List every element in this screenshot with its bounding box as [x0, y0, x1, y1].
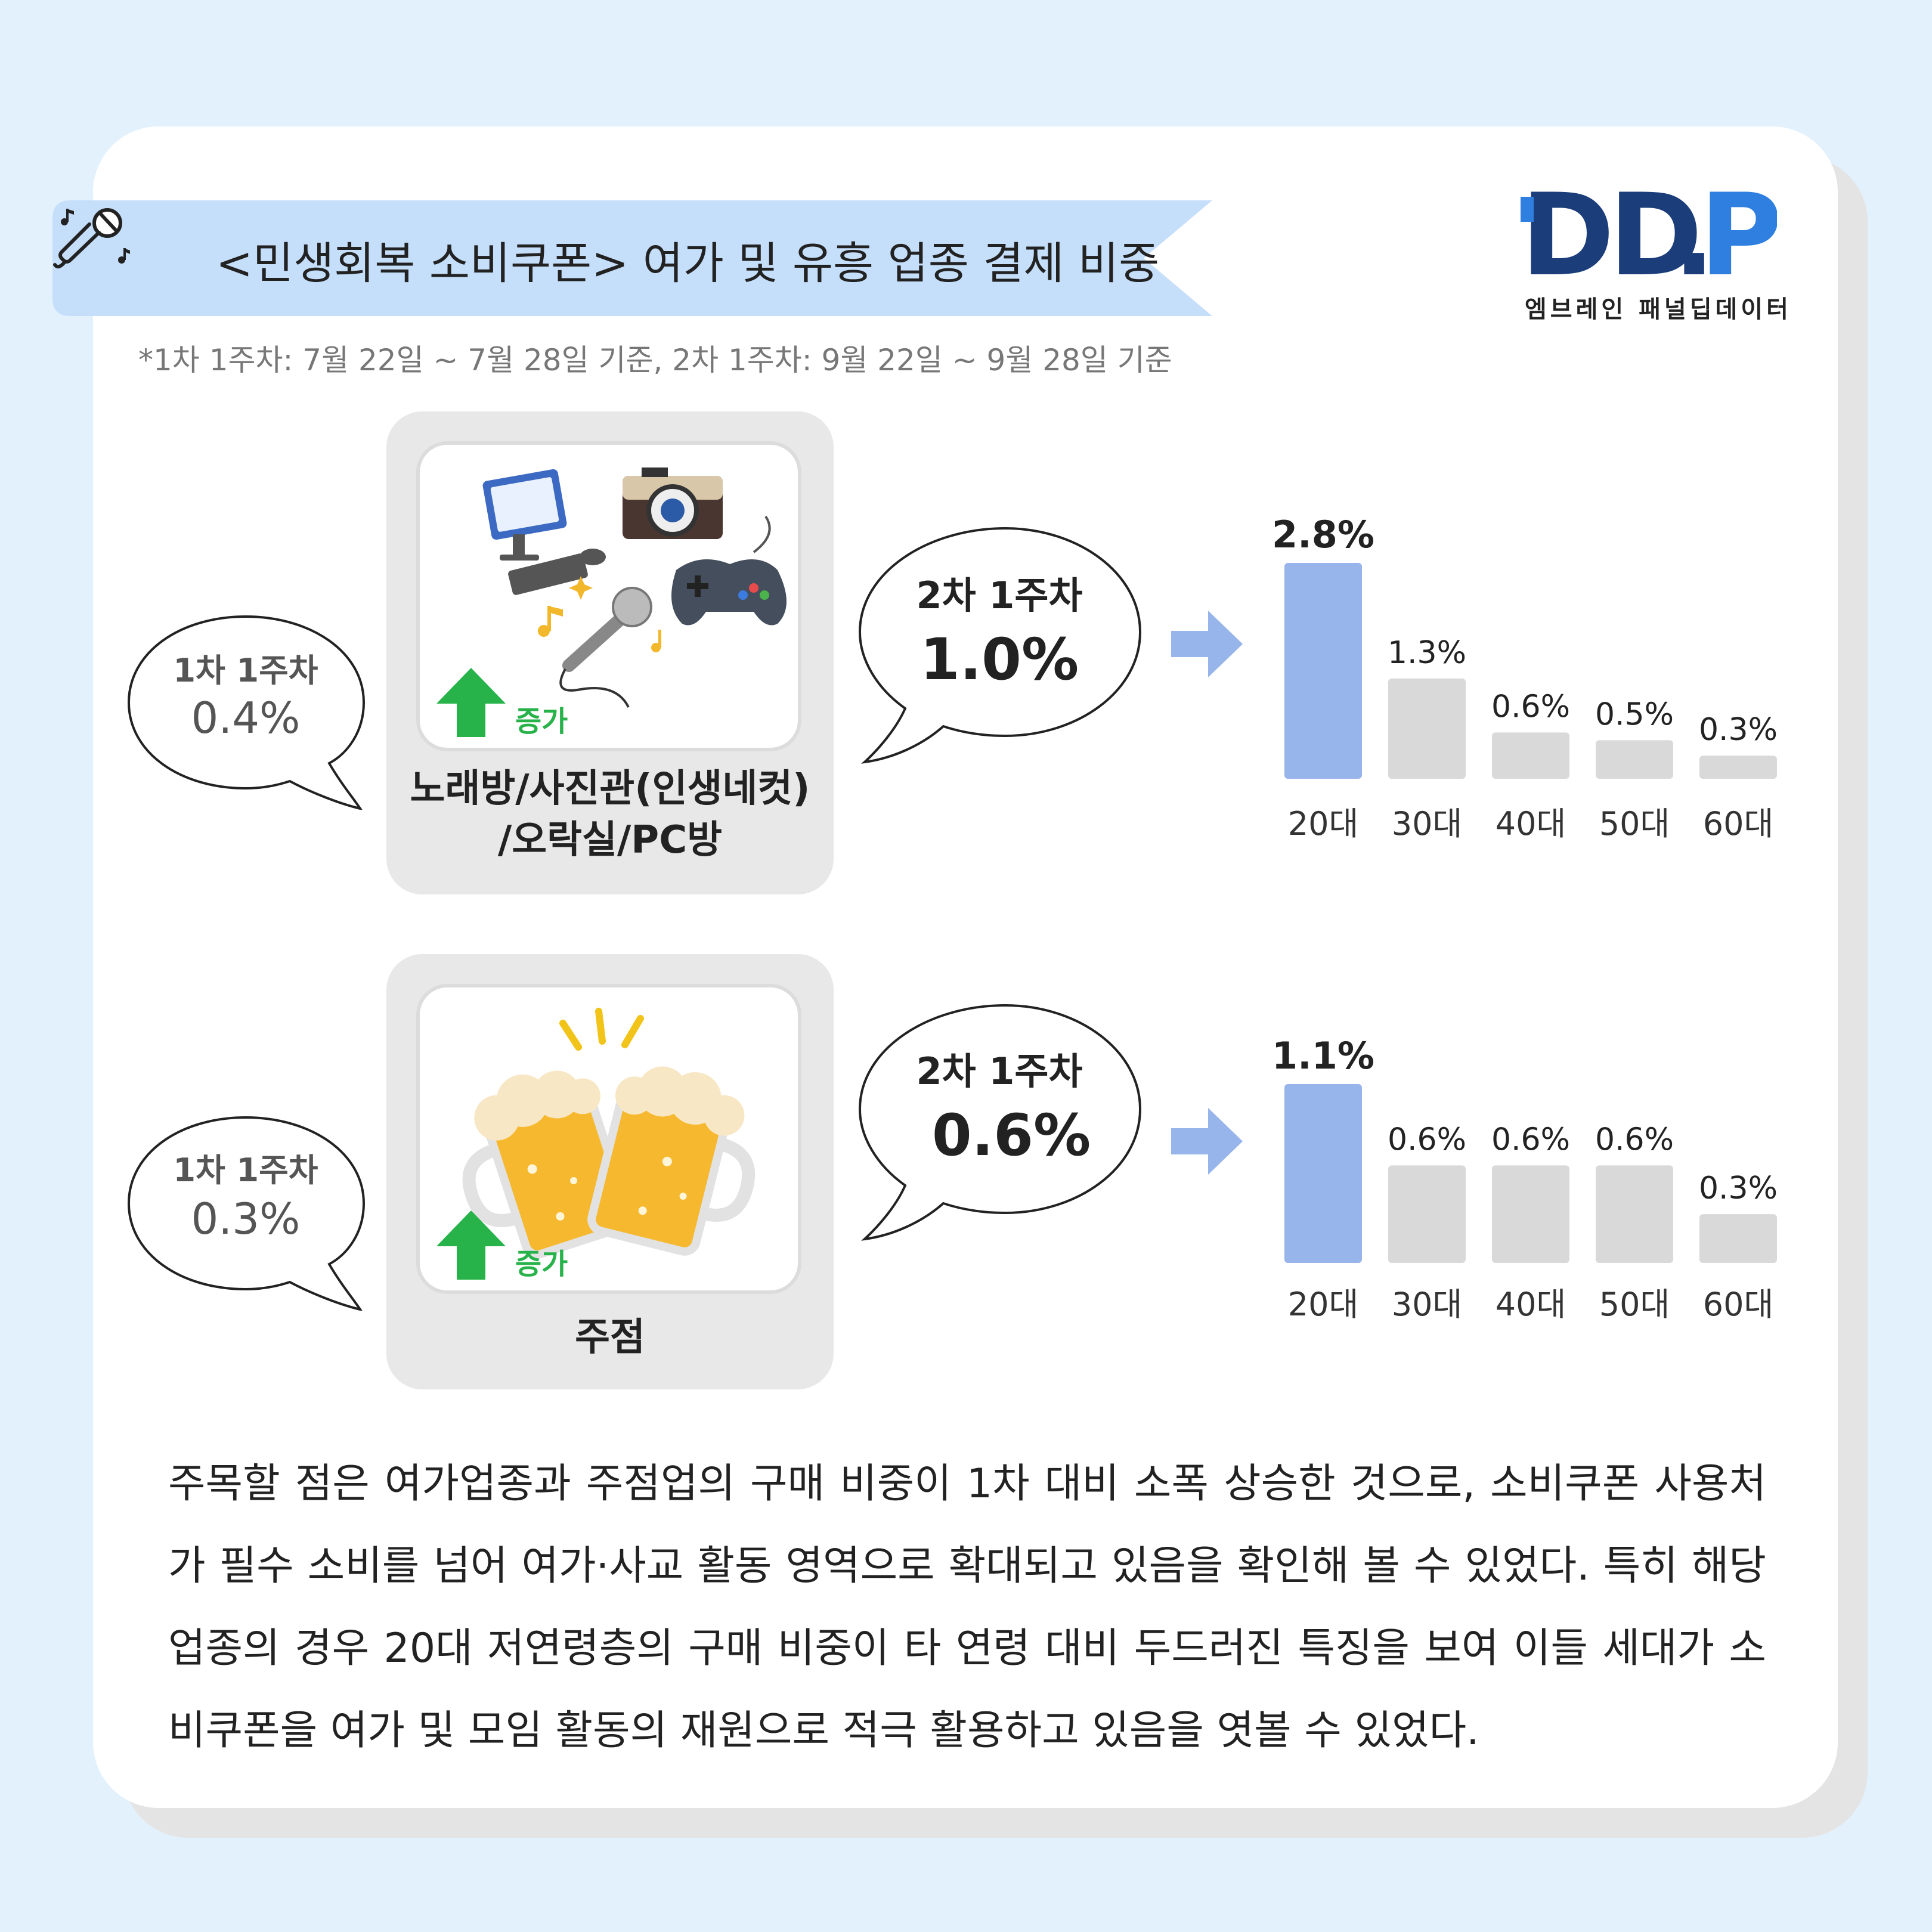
- leisure-collage-icon: [482, 467, 787, 708]
- infographic-card: [93, 126, 1838, 1808]
- category-panel-bar: 증가 주점: [386, 954, 834, 1389]
- category-label-60대: 60대: [1703, 805, 1773, 843]
- category-label-20대: 20대: [1288, 1286, 1358, 1323]
- summary-paragraph: 주목할 점은 여가업종과 주점업의 구매 비중이 1차 대비 소폭 상승한 것으…: [168, 1460, 1766, 1754]
- increase-arrow-icon: [436, 668, 506, 737]
- category-name: 주점: [386, 1312, 834, 1363]
- category-label-30대: 30대: [1392, 1286, 1462, 1323]
- data-label-60대: 0.3%: [1699, 712, 1778, 748]
- page-title: <민생회복 소비쿠폰> 여가 및 유흥 업종 결제 비중: [216, 238, 1160, 289]
- bar-50대: [1596, 1165, 1673, 1263]
- bar-20대: [1284, 563, 1362, 779]
- data-label-20대: 2.8%: [1272, 513, 1374, 556]
- increase-label: 증가: [515, 1247, 568, 1281]
- bar-40대: [1492, 1165, 1569, 1263]
- category-name-line2: /오락실/PC방: [497, 818, 723, 862]
- first-week-label: 1차 1주차: [173, 652, 318, 689]
- svg-text:P: P: [1699, 185, 1777, 301]
- bar-60대: [1699, 1214, 1777, 1263]
- ddp-logo: DD . P: [1521, 185, 1777, 301]
- beer-toast-icon: [462, 1008, 756, 1259]
- second-week-bubble: [858, 1004, 1142, 1241]
- data-label-20대: 1.1%: [1272, 1034, 1374, 1078]
- increase-label: 증가: [515, 705, 568, 738]
- bar-40대: [1492, 732, 1569, 779]
- illustration-box: 증가: [416, 441, 801, 751]
- first-week-bubble: [127, 615, 366, 810]
- microphone-music-icon: [53, 208, 130, 269]
- data-label-50대: 0.6%: [1595, 1122, 1674, 1157]
- category-label-50대: 50대: [1599, 805, 1670, 843]
- logo-subtitle: 엠브레인 패널딥데이터: [1525, 296, 1792, 323]
- bar-60대: [1699, 756, 1777, 779]
- category-name-line1: 노래방/사진관(인생네컷): [410, 767, 810, 811]
- second-week-value: 1.0%: [919, 626, 1079, 693]
- first-week-label: 1차 1주차: [173, 1151, 318, 1189]
- category-label-20대: 20대: [1288, 805, 1358, 843]
- data-label-40대: 0.6%: [1491, 689, 1570, 724]
- bar-50대: [1596, 740, 1673, 779]
- first-week-bubble: [127, 1116, 366, 1311]
- data-label-50대: 0.5%: [1595, 696, 1674, 732]
- data-label-40대: 0.6%: [1491, 1122, 1570, 1157]
- category-label-30대: 30대: [1392, 805, 1462, 843]
- age-bar-chart-leisure: 2.8% 20대 1.3% 30대 0.6% 40대 0.5% 50대 0.3% 60대: [1258, 483, 1795, 865]
- category-label-40대: 40대: [1496, 1286, 1566, 1323]
- data-label-30대: 0.6%: [1388, 1122, 1466, 1157]
- bar-chart-svg: 2.8% 20대 1.3% 30대 0.6% 40대 0.5% 50대 0.3% 60대: [1272, 513, 1778, 843]
- illustration-box: 증가: [416, 984, 801, 1294]
- category-name-line1: 주점: [575, 1315, 645, 1360]
- svg-text:DD: DD: [1521, 185, 1697, 301]
- ribbon-shape: [52, 200, 1212, 316]
- first-week-value: 0.4%: [191, 693, 301, 743]
- arrow-right-icon: [1171, 611, 1243, 677]
- second-week-label: 2차 1주차: [916, 1049, 1083, 1093]
- first-week-value: 0.3%: [191, 1194, 301, 1244]
- date-basis-note: *1차 1주차: 7월 22일 ~ 7월 28일 기준, 2차 1주차: 9월 …: [138, 343, 1172, 377]
- increase-arrow-icon: [436, 1210, 506, 1280]
- data-label-30대: 1.3%: [1388, 635, 1466, 671]
- arrow-right-icon: [1171, 1108, 1243, 1175]
- category-name: 노래방/사진관(인생네컷) /오락실/PC방: [386, 763, 834, 866]
- second-week-label: 2차 1주차: [916, 574, 1083, 617]
- category-panel-leisure: 증가 노래방/사진관(인생네컷) /오락실/PC방: [386, 411, 834, 894]
- svg-text:.: .: [1673, 185, 1716, 301]
- category-label-50대: 50대: [1599, 1286, 1670, 1323]
- category-label-60대: 60대: [1703, 1286, 1773, 1323]
- data-label-60대: 0.3%: [1699, 1171, 1778, 1206]
- bar-30대: [1388, 1165, 1466, 1263]
- bar-20대: [1284, 1084, 1362, 1263]
- bar-chart-svg: 1.1% 20대 0.6% 30대 0.6% 40대 0.6% 50대 0.3% 60대: [1272, 1034, 1778, 1323]
- category-label-40대: 40대: [1496, 805, 1566, 843]
- second-week-value: 0.6%: [931, 1102, 1091, 1169]
- second-week-bubble: [858, 527, 1142, 764]
- title-ribbon: <민생회복 소비쿠폰> 여가 및 유흥 업종 결제 비중: [52, 200, 1212, 316]
- bar-30대: [1388, 678, 1466, 779]
- age-bar-chart-bar: 1.1% 20대 0.6% 30대 0.6% 40대 0.6% 50대 0.3% 60대: [1258, 1014, 1795, 1395]
